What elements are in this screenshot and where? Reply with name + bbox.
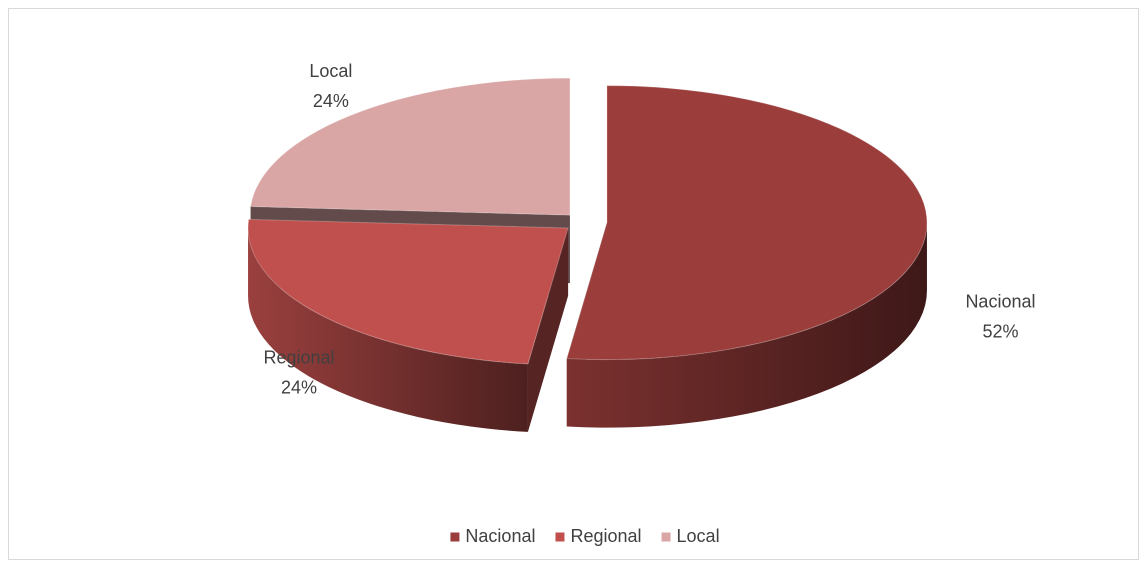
pie-slice (247, 218, 569, 432)
data-label-value: 24% (281, 378, 317, 398)
slice-top (247, 218, 569, 365)
legend-label: Nacional (465, 526, 535, 546)
legend-item: Regional (555, 526, 642, 546)
slice-top (249, 77, 571, 216)
chart-frame (8, 8, 1139, 560)
legend-swatch (555, 532, 565, 542)
data-label-name: Regional (263, 348, 334, 368)
legend-swatch (661, 532, 671, 542)
legend-label: Local (677, 526, 720, 546)
legend-item: Local (661, 526, 720, 546)
legend-item: Nacional (450, 526, 535, 546)
legend-swatch (450, 532, 460, 542)
data-label-name: Local (309, 61, 352, 81)
data-label-value: 52% (982, 321, 1018, 341)
pie-slice (566, 85, 928, 428)
data-label-value: 24% (313, 91, 349, 111)
legend-label: Regional (570, 526, 641, 546)
slice-top (566, 85, 928, 361)
slice-outer-wall (566, 222, 927, 428)
data-label-name: Nacional (965, 291, 1035, 311)
slice-outer-wall (248, 228, 528, 432)
